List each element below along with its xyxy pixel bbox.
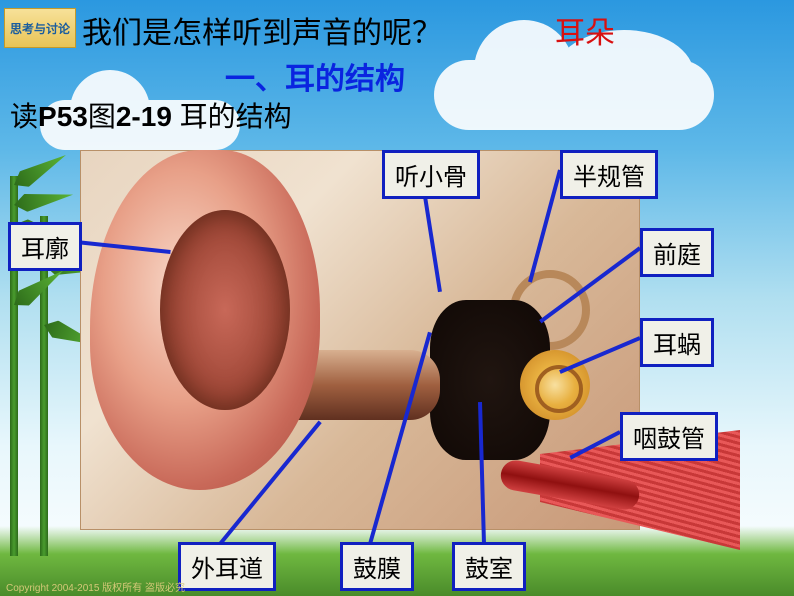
label-canal: 外耳道 — [178, 542, 276, 591]
header-badge: 思考与讨论 — [4, 8, 76, 48]
label-eustachian: 咽鼓管 — [620, 412, 718, 461]
ear-anatomy-diagram — [80, 150, 640, 530]
subtitle-part: 2-19 — [116, 101, 172, 132]
section-title: 一、耳的结构 — [225, 54, 405, 98]
pinna-inner-shape — [160, 210, 290, 410]
copyright-footer: Copyright 2004-2015 版权所有 盗版必究 — [6, 579, 185, 594]
label-tympanic: 鼓室 — [452, 542, 526, 591]
subtitle-text: 读P53图2-19 耳的结构 — [10, 95, 292, 135]
label-vestibule: 前庭 — [640, 228, 714, 277]
label-semicircular: 半规管 — [560, 150, 658, 199]
subtitle-part: 耳的结构 — [172, 101, 292, 132]
label-ossicles: 听小骨 — [382, 150, 480, 199]
subtitle-part: 图 — [88, 101, 116, 132]
cloud-decoration — [434, 60, 714, 130]
subtitle-part: P53 — [38, 101, 88, 132]
label-eardrum: 鼓膜 — [340, 542, 414, 591]
label-cochlea: 耳蜗 — [640, 318, 714, 367]
answer-text: 耳朵 — [555, 8, 615, 52]
pinna-shape — [90, 150, 320, 490]
subtitle-part: 读 — [10, 101, 38, 132]
label-pinna: 耳廓 — [8, 222, 82, 271]
question-text: 我们是怎样听到声音的呢？ — [82, 8, 442, 52]
